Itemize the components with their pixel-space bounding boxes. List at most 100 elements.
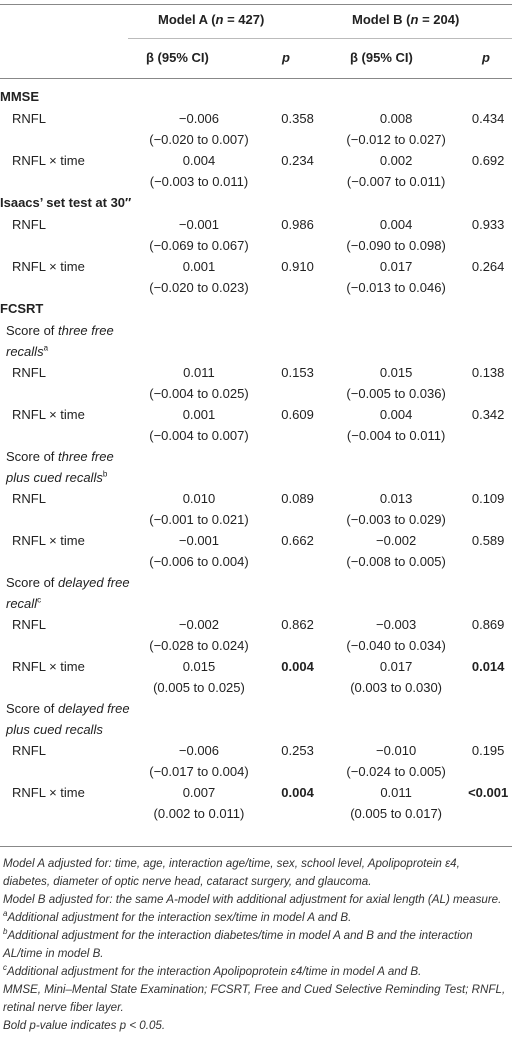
model-a-estimate: 0.007 (0.002 to 0.011) xyxy=(153,785,245,821)
row-label: RNFL xyxy=(12,217,46,232)
footnote-c: cAdditional adjustment for the interacti… xyxy=(3,963,422,978)
model-b-estimate: 0.008 (−0.012 to 0.027) xyxy=(346,111,446,147)
row-label: RNFL xyxy=(12,365,46,380)
header-rule xyxy=(0,78,512,79)
bottom-rule xyxy=(0,846,512,847)
model-b-estimate: −0.010 (−0.024 to 0.005) xyxy=(346,743,446,779)
model-b-p-value: 0.014 xyxy=(471,659,505,674)
model-b-estimate: 0.004 (−0.090 to 0.098) xyxy=(346,217,446,253)
model-b-estimate: 0.017 (0.003 to 0.030) xyxy=(350,659,443,695)
model-a-header: Model A (n = 427) xyxy=(158,12,265,27)
model-b-p-value: 0.109 xyxy=(471,491,505,506)
model-b-estimate: −0.002 (−0.008 to 0.005) xyxy=(346,533,446,569)
model-b-estimate: 0.004 (−0.004 to 0.011) xyxy=(346,407,446,443)
model-b-p-value: 0.342 xyxy=(471,407,505,422)
subheading-row: Score of three free recallsa xyxy=(0,320,512,362)
model-a-estimate: 0.001 (−0.020 to 0.023) xyxy=(149,259,249,295)
model-b-p-value: 0.264 xyxy=(471,259,505,274)
model-a-estimate: 0.004 (−0.003 to 0.011) xyxy=(149,153,249,189)
row-label: RNFL × time xyxy=(12,659,85,674)
model-a-estimate: 0.011 (−0.004 to 0.025) xyxy=(149,365,249,401)
subheading-delayed-free-recall: Score of delayed free recallc xyxy=(6,575,130,611)
model-a-p-value: 0.004 xyxy=(281,659,314,674)
row-label: RNFL × time xyxy=(12,259,85,274)
model-a-estimate: −0.006 (−0.020 to 0.007) xyxy=(149,111,249,147)
model-a-p-value: 0.662 xyxy=(281,533,314,548)
row-label: RNFL xyxy=(12,491,46,506)
model-a-p-value: 0.253 xyxy=(281,743,314,758)
footnote-a: aAdditional adjustment for the interacti… xyxy=(3,909,352,924)
row-label: RNFL × time xyxy=(12,533,85,548)
spanner-rule xyxy=(128,38,512,39)
row-label: RNFL xyxy=(12,617,46,632)
model-b-estimate: 0.002 (−0.007 to 0.011) xyxy=(346,153,446,189)
model-b-p-value: <0.001 xyxy=(468,785,509,800)
model-b-p-value: 0.195 xyxy=(471,743,505,758)
model-a-estimate: −0.001 (−0.069 to 0.067) xyxy=(149,217,249,253)
row-label: RNFL × time xyxy=(12,407,85,422)
model-a-p-value: 0.004 xyxy=(281,785,314,800)
footnote-model-a: Model A adjusted for: time, age, interac… xyxy=(3,857,460,888)
model-a-p-value: 0.089 xyxy=(281,491,314,506)
footnote-b: bAdditional adjustment for the interacti… xyxy=(3,927,473,960)
model-a-estimate: −0.001 (−0.006 to 0.004) xyxy=(149,533,249,569)
model-a-p-value: 0.986 xyxy=(281,217,314,232)
table-row: RNFL × time 0.001 (−0.020 to 0.023) 0.910… xyxy=(0,256,512,298)
model-a-p-value: 0.609 xyxy=(281,407,314,422)
section-isaacs: Isaacs’ set test at 30″ xyxy=(0,195,132,210)
table-row: RNFL × time 0.004 (−0.003 to 0.011) 0.234… xyxy=(0,150,512,192)
model-b-estimate: 0.011 (0.005 to 0.017) xyxy=(350,785,443,821)
model-b-beta-header: β (95% CI) xyxy=(350,50,413,65)
model-a-estimate: −0.002 (−0.028 to 0.024) xyxy=(149,617,249,653)
table-row: RNFL −0.001 (−0.069 to 0.067) 0.986 0.004… xyxy=(0,214,512,256)
row-label: RNFL × time xyxy=(12,153,85,168)
subheading-row: Score of three free plus cued recallsb xyxy=(0,446,512,488)
table-row: RNFL × time 0.007 (0.002 to 0.011) 0.004 … xyxy=(0,782,512,824)
model-b-p-value: 0.138 xyxy=(471,365,505,380)
model-a-beta-header: β (95% CI) xyxy=(146,50,209,65)
row-label: RNFL xyxy=(12,111,46,126)
model-b-estimate: 0.015 (−0.005 to 0.036) xyxy=(346,365,446,401)
model-a-estimate: 0.001 (−0.004 to 0.007) xyxy=(149,407,249,443)
model-b-p-value: 0.434 xyxy=(471,111,505,126)
section-row: MMSE xyxy=(0,86,512,108)
footnote-bold-note: Bold p-value indicates p < 0.05. xyxy=(3,1019,166,1032)
model-a-p-value: 0.358 xyxy=(281,111,314,126)
model-a-p-value: 0.234 xyxy=(281,153,314,168)
table-row: RNFL 0.011 (−0.004 to 0.025) 0.153 0.015(… xyxy=(0,362,512,404)
model-a-p-header: p xyxy=(282,50,290,65)
table-row: RNFL 0.010 (−0.001 to 0.021) 0.089 0.013(… xyxy=(0,488,512,530)
model-a-estimate: 0.015 (0.005 to 0.025) xyxy=(153,659,245,695)
table-row: RNFL −0.002 (−0.028 to 0.024) 0.862 −0.00… xyxy=(0,614,512,656)
model-b-header: Model B (n = 204) xyxy=(352,12,460,27)
subheading-row: Score of delayed free plus cued recalls xyxy=(0,698,512,740)
row-label: RNFL × time xyxy=(12,785,85,800)
model-b-p-value: 0.692 xyxy=(471,153,505,168)
model-a-p-value: 0.153 xyxy=(281,365,314,380)
subheading-three-free-recalls: Score of three free recallsa xyxy=(6,323,114,359)
section-row: FCSRT xyxy=(0,298,512,320)
table-row: RNFL × time 0.015 (0.005 to 0.025) 0.004 … xyxy=(0,656,512,698)
model-a-estimate: −0.006 (−0.017 to 0.004) xyxy=(149,743,249,779)
subheading-three-free-plus-cued-recalls: Score of three free plus cued recallsb xyxy=(6,449,114,485)
table-row: RNFL × time 0.001 (−0.004 to 0.007) 0.609… xyxy=(0,404,512,446)
model-b-p-value: 0.589 xyxy=(471,533,505,548)
table-row: RNFL × time −0.001 (−0.006 to 0.004) 0.66… xyxy=(0,530,512,572)
table-row: RNFL −0.006 (−0.020 to 0.007) 0.358 0.008… xyxy=(0,108,512,150)
subheading-row: Score of delayed free recallc xyxy=(0,572,512,614)
section-row: Isaacs’ set test at 30″ xyxy=(0,192,512,214)
model-b-p-value: 0.933 xyxy=(471,217,505,232)
model-b-estimate: −0.003 (−0.040 to 0.034) xyxy=(346,617,446,653)
section-mmse: MMSE xyxy=(0,89,39,104)
subheading-delayed-free-plus-cued-recalls: Score of delayed free plus cued recalls xyxy=(6,701,130,737)
table-row: RNFL −0.006 (−0.017 to 0.004) 0.253 −0.01… xyxy=(0,740,512,782)
model-a-p-value: 0.862 xyxy=(281,617,314,632)
footnote-model-b: Model B adjusted for: the same A-model w… xyxy=(3,893,502,906)
top-rule xyxy=(0,4,512,5)
results-table: MMSE RNFL −0.006 (−0.020 to 0.007) 0.358 … xyxy=(0,86,512,824)
model-b-p-header: p xyxy=(482,50,490,65)
footnote-abbreviations: MMSE, Mini–Mental State Examination; FCS… xyxy=(3,983,506,1014)
table-footnotes: Model A adjusted for: time, age, interac… xyxy=(3,855,509,1035)
model-b-estimate: 0.017 (−0.013 to 0.046) xyxy=(346,259,446,295)
